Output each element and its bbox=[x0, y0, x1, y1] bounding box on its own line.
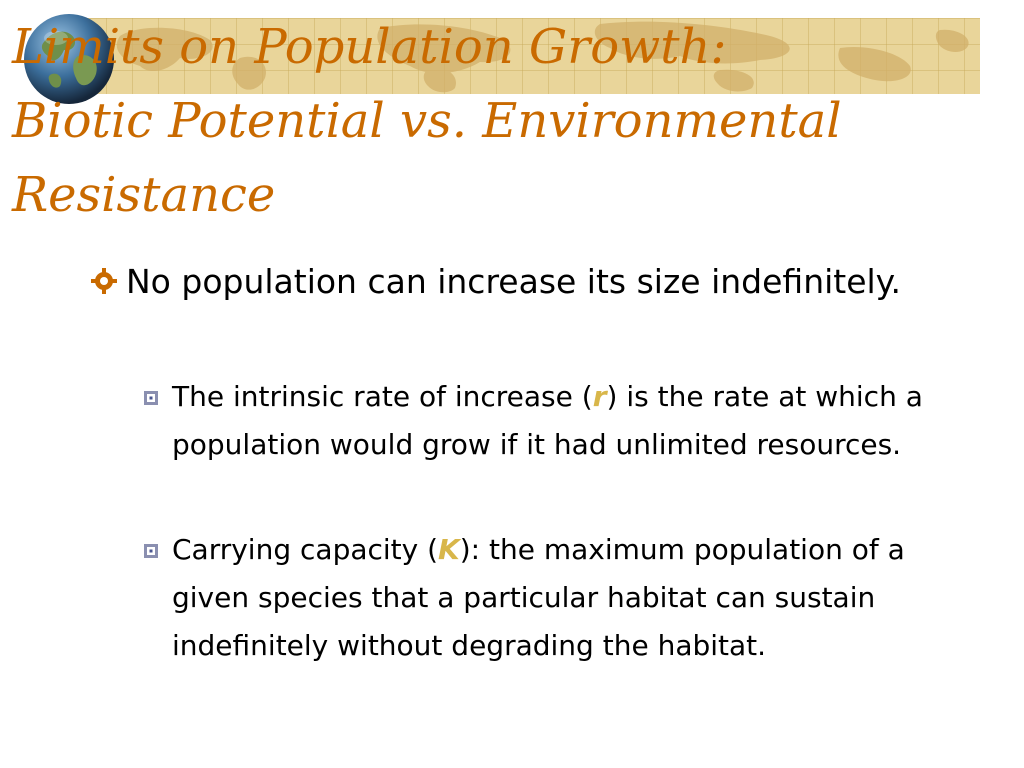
bullet-level2: Carrying capacity (K): the maximum popul… bbox=[172, 526, 952, 670]
world-map-icon bbox=[116, 21, 969, 93]
sub-bullet-text: The intrinsic rate of increase ( bbox=[172, 380, 593, 413]
world-map-banner bbox=[80, 18, 980, 94]
sub-bullet-text: ) is the rate at which a population woul… bbox=[172, 380, 923, 461]
title-line: Limits on Population Growth: bbox=[12, 19, 727, 75]
slide-title: Limits on Population Growth: Biotic Pote… bbox=[12, 10, 912, 232]
square-bullet-icon bbox=[144, 391, 158, 405]
title-line: Resistance bbox=[12, 167, 276, 223]
title-line: Biotic Potential vs. Environmental bbox=[12, 93, 842, 149]
bullet-level2: The intrinsic rate of increase (r) is th… bbox=[172, 373, 952, 469]
sub-bullet-text: Carrying capacity ( bbox=[172, 533, 439, 566]
globe-icon bbox=[24, 14, 114, 104]
rate-symbol: r bbox=[592, 380, 607, 413]
bullet-level1: No population can increase its size inde… bbox=[126, 262, 902, 301]
sub-bullet-text: ): the maximum population of a given spe… bbox=[172, 533, 905, 662]
capacity-symbol: K bbox=[438, 533, 460, 566]
square-bullet-icon bbox=[144, 544, 158, 558]
gear-bullet-icon bbox=[91, 268, 117, 294]
